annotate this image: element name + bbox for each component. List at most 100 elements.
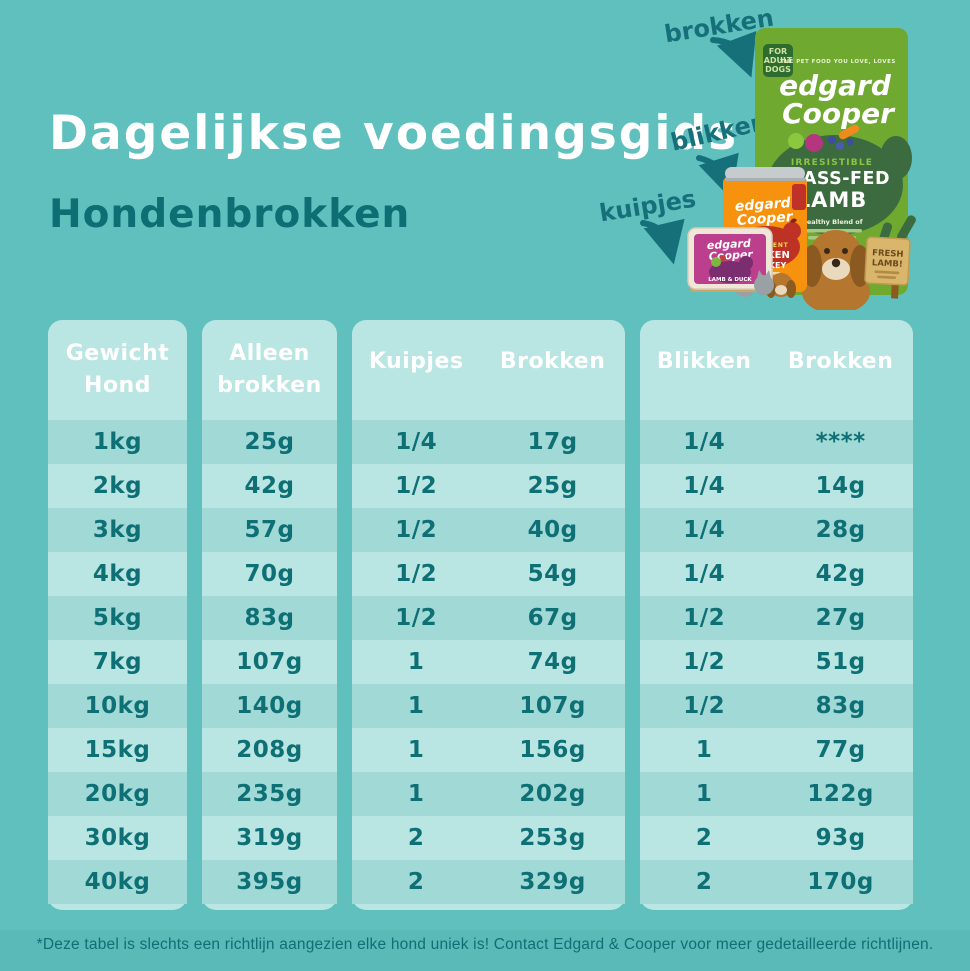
svg-text:Cooper: Cooper <box>736 209 794 229</box>
cell-portion: 1/4 <box>683 561 726 587</box>
svg-text:Cooper: Cooper <box>782 97 896 130</box>
svg-text:FRESH: FRESH <box>872 248 904 260</box>
svg-text:ADULT: ADULT <box>764 56 793 65</box>
cell-grams: 140g <box>236 693 303 719</box>
table-row: 4kg <box>48 552 187 596</box>
cell-grams: 17g <box>527 429 578 455</box>
cell-grams: 202g <box>519 781 586 807</box>
cell-portion: 1 <box>407 737 425 763</box>
cell-portion: 1 <box>407 693 425 719</box>
cell-grams: 208g <box>236 737 303 763</box>
cell-portion: 1/2 <box>683 605 726 631</box>
table-header: Alleen brokken <box>202 320 337 420</box>
table-row: 1/2 67g <box>352 596 625 640</box>
table-row: 1/2 54g <box>352 552 625 596</box>
svg-text:IRRESISTIBLE: IRRESISTIBLE <box>791 158 873 168</box>
cell-weight: 2kg <box>92 473 143 499</box>
tray-product-image: edgard Cooper LAMB & DUCK <box>687 227 774 295</box>
header-line: Gewicht <box>65 341 170 367</box>
table-row: 1/4 28g <box>640 508 913 552</box>
table-row: 15kg <box>48 728 187 772</box>
table-row: 1/4 17g <box>352 420 625 464</box>
cell-grams: 42g <box>244 473 295 499</box>
cell-grams: 42g <box>815 561 866 587</box>
cell-grams: 51g <box>815 649 866 675</box>
page-title: Dagelijkse voedingsgids <box>49 106 739 161</box>
cell-grams: 74g <box>527 649 578 675</box>
cell-weight: 10kg <box>84 693 151 719</box>
cell-grams: 329g <box>519 869 586 895</box>
table-row: 70g <box>202 552 337 596</box>
cell-portion: 1 <box>695 737 713 763</box>
cell-grams: 40g <box>527 517 578 543</box>
table-row: 30kg <box>48 816 187 860</box>
cell-grams: 27g <box>815 605 866 631</box>
cell-grams: 253g <box>519 825 586 851</box>
footnote-text: *Deze tabel is slechts een richtlijn aan… <box>36 936 934 953</box>
table-row: 1/2 25g <box>352 464 625 508</box>
cell-grams: **** <box>815 429 866 455</box>
table-row: 1/2 51g <box>640 640 913 684</box>
table-row: 1/2 83g <box>640 684 913 728</box>
arrow-kuipjes-icon <box>640 218 685 265</box>
table-body: 1/4 17g 1/2 25g 1/2 40g 1/2 54g 1/2 67g 1 74g … <box>352 420 625 904</box>
table-row: 319g <box>202 816 337 860</box>
cell-portion: 2 <box>407 869 425 895</box>
cell-portion: 1/2 <box>395 517 438 543</box>
svg-text:edgard: edgard <box>707 237 752 252</box>
cell-grams: 70g <box>244 561 295 587</box>
cell-grams: 170g <box>807 869 874 895</box>
header-line: Hond <box>84 373 151 398</box>
cell-grams: 156g <box>519 737 586 763</box>
cell-weight: 20kg <box>84 781 151 807</box>
cell-grams: 83g <box>815 693 866 719</box>
fresh-lamb-sign: FRESH LAMB! <box>864 236 911 299</box>
cell-grams: 93g <box>815 825 866 851</box>
tray-cat-icon <box>754 270 774 295</box>
cell-portion: 1/2 <box>683 693 726 719</box>
product-images: FOR ADULT DOGS THE PET FOOD YOU LOVE, LO… <box>640 28 916 310</box>
table-row: 20kg <box>48 772 187 816</box>
table-row: 83g <box>202 596 337 640</box>
header-line: brokken <box>217 373 322 398</box>
svg-text:DOGS: DOGS <box>765 65 791 74</box>
svg-text:LAMB: LAMB <box>797 188 868 212</box>
table-body: 1/4 **** 1/4 14g 1/4 28g 1/4 42g 1/2 27g 1/2 5… <box>640 420 913 904</box>
table-body: 1kg 2kg 3kg 4kg 5kg 7kg 10kg 15kg 20kg 3… <box>48 420 187 904</box>
cell-weight: 3kg <box>92 517 143 543</box>
table-row: 1kg <box>48 420 187 464</box>
cell-grams: 107g <box>236 649 303 675</box>
table-row: 1 122g <box>640 772 913 816</box>
svg-text:Healthy Blend of: Healthy Blend of <box>801 218 862 226</box>
table-header: Blikken Brokken <box>640 320 913 420</box>
table-row: 2 253g <box>352 816 625 860</box>
cell-portion: 2 <box>695 825 713 851</box>
table-row: 1/2 40g <box>352 508 625 552</box>
table-row: 1 156g <box>352 728 625 772</box>
table-row: 57g <box>202 508 337 552</box>
table-row: 1/4 **** <box>640 420 913 464</box>
header-line: Alleen <box>229 341 310 367</box>
tray-dog-illustration-icon <box>709 255 753 283</box>
cell-weight: 5kg <box>92 605 143 631</box>
svg-text:edgard: edgard <box>734 195 792 215</box>
table-kuipjes-brokken: Kuipjes Brokken 1/4 17g 1/2 25g 1/2 40g 1/2… <box>352 320 625 910</box>
cell-portion: 1/4 <box>683 517 726 543</box>
cell-grams: 28g <box>815 517 866 543</box>
table-row: 1 202g <box>352 772 625 816</box>
cell-portion: 1/2 <box>395 473 438 499</box>
table-row: 235g <box>202 772 337 816</box>
cell-portion: 1/2 <box>395 605 438 631</box>
cell-weight: 15kg <box>84 737 151 763</box>
table-row: 40kg <box>48 860 187 904</box>
cell-grams: 54g <box>527 561 578 587</box>
table-row: 1 77g <box>640 728 913 772</box>
table-gewicht-hond: Gewicht Hond 1kg 2kg 3kg 4kg 5kg 7kg 10k… <box>48 320 187 910</box>
table-row: 1/2 27g <box>640 596 913 640</box>
table-header: Kuipjes Brokken <box>352 320 625 420</box>
svg-text:edgard: edgard <box>779 69 892 102</box>
page-subtitle: Hondenbrokken <box>49 192 411 237</box>
cell-portion: 1 <box>407 781 425 807</box>
table-row: 140g <box>202 684 337 728</box>
table-row: 1 74g <box>352 640 625 684</box>
